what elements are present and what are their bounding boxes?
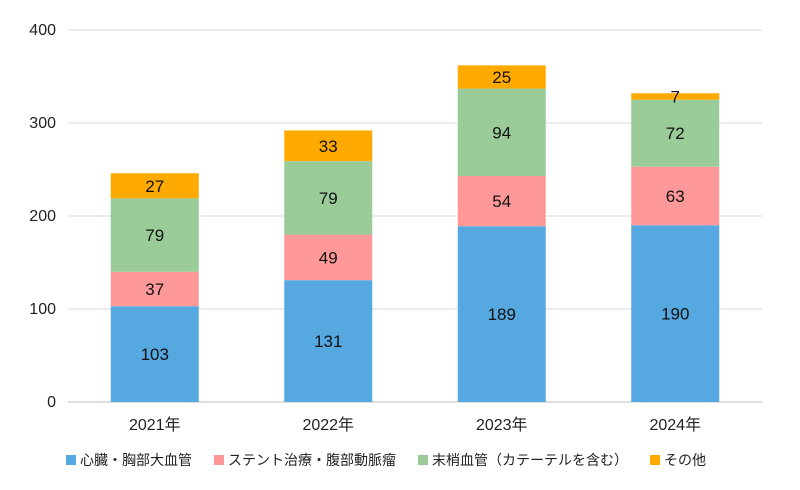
x-tick-label: 2024年 xyxy=(649,416,701,434)
legend-label: 心臓・胸部大血管 xyxy=(80,453,192,469)
data-label: 33 xyxy=(319,137,338,156)
y-tick-label: 200 xyxy=(29,208,56,225)
data-label: 54 xyxy=(492,192,511,211)
x-axis: 2021年 2022年 2023年 2024年 xyxy=(129,416,701,434)
x-tick-label: 2022年 xyxy=(302,416,354,434)
data-label: 25 xyxy=(492,68,511,87)
data-label: 72 xyxy=(666,124,685,143)
bar-segment xyxy=(457,176,546,227)
data-label: 79 xyxy=(145,226,164,245)
data-label: 27 xyxy=(145,177,164,196)
bar-segment xyxy=(110,198,199,272)
legend-label: 末梢血管（カテーテルを含む） xyxy=(432,453,628,469)
x-tick-label: 2023年 xyxy=(476,416,528,434)
x-tick-label: 2021年 xyxy=(129,416,181,434)
bar-segment xyxy=(631,225,720,402)
bar-segment xyxy=(631,99,720,167)
legend-label: ステント治療・腹部動脈瘤 xyxy=(228,452,396,469)
bar-segment xyxy=(457,226,546,402)
data-label: 63 xyxy=(666,187,685,206)
bar-segment xyxy=(457,65,546,89)
y-tick-label: 300 xyxy=(29,115,56,132)
legend: 心臓・胸部大血管 ステント治療・腹部動脈瘤 末梢血管（カテーテルを含む） その他 xyxy=(66,452,706,469)
legend-swatch xyxy=(214,455,224,465)
data-label: 103 xyxy=(141,345,169,364)
y-tick-label: 0 xyxy=(47,394,56,411)
data-label: 79 xyxy=(319,189,338,208)
bar-segment xyxy=(110,173,199,199)
data-label: 190 xyxy=(661,305,689,324)
data-label: 94 xyxy=(492,123,511,142)
data-label: 7 xyxy=(671,87,680,106)
legend-swatch xyxy=(418,455,428,465)
bar-segment xyxy=(284,234,373,281)
data-label: 131 xyxy=(314,332,342,351)
bar-segment xyxy=(284,161,373,235)
y-tick-label: 400 xyxy=(29,22,56,39)
legend-label: その他 xyxy=(664,453,706,469)
bar-segment xyxy=(284,280,373,402)
bar-segment xyxy=(631,93,720,100)
bar-segment xyxy=(631,166,720,226)
bar-segment xyxy=(284,130,373,162)
legend-swatch xyxy=(66,455,76,465)
data-label: 49 xyxy=(319,248,338,267)
y-tick-label: 100 xyxy=(29,301,56,318)
bars: 103 37 79 27 131 49 79 33 189 54 94 25 190 63 72 7 xyxy=(110,65,720,402)
legend-swatch xyxy=(650,455,660,465)
bar-segment xyxy=(457,88,546,177)
data-label: 189 xyxy=(488,305,516,324)
data-label: 37 xyxy=(145,280,164,299)
bar-segment xyxy=(110,306,199,402)
bar-segment xyxy=(110,271,199,307)
y-axis: 0 100 200 300 400 xyxy=(29,22,56,411)
